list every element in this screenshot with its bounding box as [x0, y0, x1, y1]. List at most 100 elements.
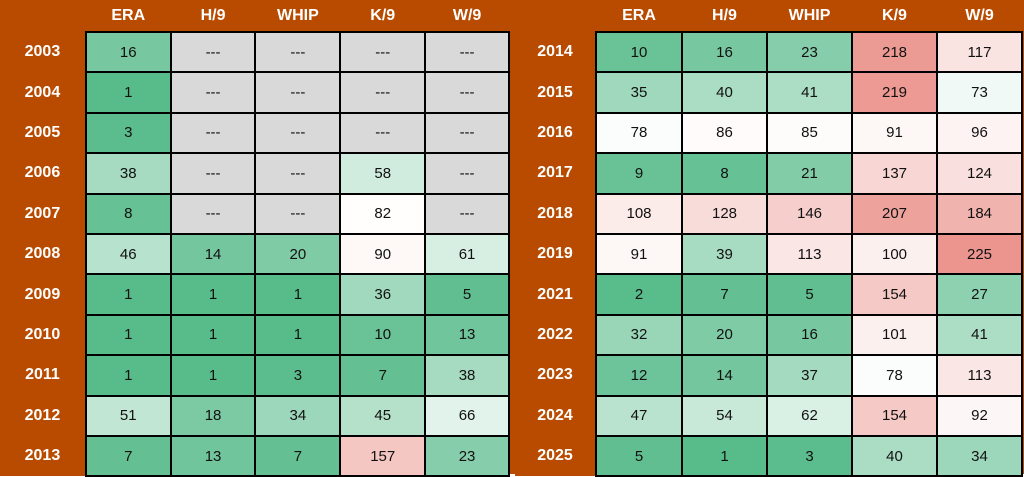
era-rank-cell: 3: [84, 111, 172, 155]
year-cell: 2014: [515, 32, 596, 73]
table-row: 2016 78 86 85 91 96: [515, 111, 1023, 155]
k9-rank-cell: 154: [851, 394, 938, 437]
era-rank-cell: 78: [595, 111, 683, 155]
era-rank-cell: 38: [84, 152, 172, 195]
table-row: 2022 32 20 16 101 41: [515, 313, 1023, 357]
table-row: 2010 1 1 1 10 13: [0, 313, 510, 357]
era-rank-cell: 7: [84, 434, 172, 477]
w9-rank-cell: 73: [936, 71, 1023, 114]
whip-rank-cell: ---: [254, 192, 342, 235]
era-rank-cell: 108: [595, 192, 683, 235]
w9-rank-cell: 41: [936, 313, 1023, 357]
w9-rank-cell: ---: [424, 152, 510, 195]
h9-rank-cell: 8: [681, 152, 768, 195]
table-row: 2004 1 --- --- --- ---: [0, 71, 510, 114]
era-rank-cell: 10: [595, 30, 683, 74]
k9-rank-cell: ---: [339, 30, 427, 74]
era-rank-cell: 5: [595, 434, 683, 477]
era-rank-cell: 16: [84, 30, 172, 74]
k9-rank-cell: 45: [339, 394, 427, 437]
year-cell: 2012: [0, 395, 86, 436]
whip-rank-cell: 7: [254, 434, 342, 477]
header-row: ERA H/9 WHIP K/9 W/9: [515, 0, 1022, 32]
k9-rank-cell: ---: [339, 71, 427, 114]
k9-rank-cell: ---: [339, 111, 427, 155]
era-rank-cell: 91: [595, 232, 683, 276]
w9-rank-cell: 5: [424, 273, 510, 316]
era-rank-cell: 51: [84, 394, 172, 437]
w9-rank-cell: 117: [936, 30, 1023, 74]
era-rank-cell: 2: [595, 273, 683, 316]
k9-rank-cell: 7: [339, 354, 427, 397]
table-row: 2017 9 8 21 137 124: [515, 152, 1023, 195]
whip-rank-cell: 37: [766, 354, 853, 397]
h9-rank-cell: 7: [681, 273, 768, 316]
era-rank-cell: 46: [84, 232, 172, 276]
era-rank-cell: 1: [84, 313, 172, 357]
whip-rank-cell: 85: [766, 111, 853, 155]
header-h9: H/9: [682, 0, 767, 32]
table-row: 2005 3 --- --- --- ---: [0, 111, 510, 155]
w9-rank-cell: ---: [424, 111, 510, 155]
era-rank-cell: 9: [595, 152, 683, 195]
header-w9: W/9: [425, 0, 509, 32]
k9-rank-cell: 218: [851, 30, 938, 74]
w9-rank-cell: 66: [424, 394, 510, 437]
h9-rank-cell: ---: [169, 30, 257, 74]
year-cell: 2006: [0, 153, 86, 194]
table-row: 2003 16 --- --- --- ---: [0, 30, 510, 74]
w9-rank-cell: 23: [424, 434, 510, 477]
table-row: 2021 2 7 5 154 27: [515, 273, 1023, 316]
year-cell: 2004: [0, 72, 86, 113]
k9-rank-cell: 78: [851, 354, 938, 397]
table-row: 2012 51 18 34 45 66: [0, 394, 510, 437]
w9-rank-cell: 38: [424, 354, 510, 397]
year-cell: 2013: [0, 435, 86, 477]
table-row: 2006 38 --- --- 58 ---: [0, 152, 510, 195]
table-row: 2013 7 13 7 157 23: [0, 434, 510, 477]
w9-rank-cell: ---: [424, 71, 510, 114]
k9-rank-cell: 157: [339, 434, 427, 477]
k9-rank-cell: 100: [851, 232, 938, 276]
year-cell: 2018: [515, 193, 596, 234]
h9-rank-cell: 13: [169, 434, 257, 477]
year-cell: 2007: [0, 193, 86, 234]
k9-rank-cell: 40: [851, 434, 938, 477]
w9-rank-cell: 184: [936, 192, 1023, 235]
table-row: 2015 35 40 41 219 73: [515, 71, 1023, 114]
year-cell: 2005: [0, 112, 86, 154]
k9-rank-cell: 207: [851, 192, 938, 235]
era-rank-cell: 1: [84, 354, 172, 397]
h9-rank-cell: ---: [169, 152, 257, 195]
whip-rank-cell: 41: [766, 71, 853, 114]
h9-rank-cell: 16: [681, 30, 768, 74]
table-row: 2014 10 16 23 218 117: [515, 30, 1023, 74]
era-rank-cell: 35: [595, 71, 683, 114]
k9-rank-cell: 91: [851, 111, 938, 155]
w9-rank-cell: 92: [936, 394, 1023, 437]
w9-rank-cell: 113: [936, 354, 1023, 397]
era-rank-cell: 1: [84, 273, 172, 316]
whip-rank-cell: 16: [766, 313, 853, 357]
k9-rank-cell: 10: [339, 313, 427, 357]
era-rank-cell: 1: [84, 71, 172, 114]
year-cell: 2022: [515, 314, 596, 356]
h9-rank-cell: 39: [681, 232, 768, 276]
whip-rank-cell: 3: [766, 434, 853, 477]
whip-rank-cell: 5: [766, 273, 853, 316]
header-h9: H/9: [170, 0, 256, 32]
table-row: 2019 91 39 113 100 225: [515, 232, 1023, 276]
k9-rank-cell: 82: [339, 192, 427, 235]
w9-rank-cell: 61: [424, 232, 510, 276]
w9-rank-cell: ---: [424, 192, 510, 235]
h9-rank-cell: 54: [681, 394, 768, 437]
k9-rank-cell: 154: [851, 273, 938, 316]
whip-rank-cell: 1: [254, 313, 342, 357]
whip-rank-cell: ---: [254, 111, 342, 155]
whip-rank-cell: ---: [254, 152, 342, 195]
h9-rank-cell: ---: [169, 71, 257, 114]
k9-rank-cell: 36: [339, 273, 427, 316]
w9-rank-cell: 27: [936, 273, 1023, 316]
h9-rank-cell: ---: [169, 111, 257, 155]
